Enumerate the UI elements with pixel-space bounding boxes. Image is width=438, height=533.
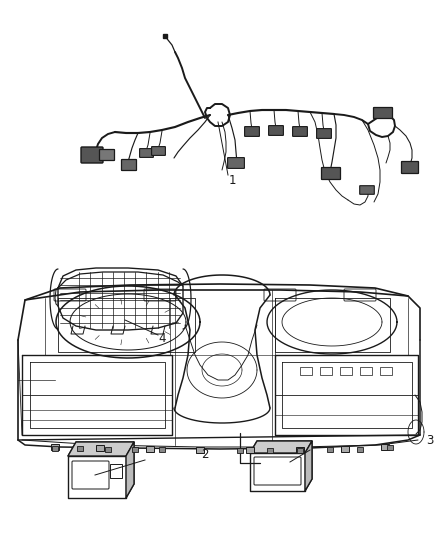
FancyBboxPatch shape [360,185,374,195]
Bar [320,367,332,375]
FancyBboxPatch shape [293,127,307,136]
Bar [96,445,104,451]
Polygon shape [68,442,134,456]
Bar [380,367,392,375]
Bar [105,447,111,452]
Polygon shape [126,442,134,498]
Bar [132,447,138,452]
FancyBboxPatch shape [99,149,114,160]
Text: 3: 3 [426,433,434,447]
Bar [297,448,303,453]
Text: 2: 2 [201,448,209,462]
Bar [340,367,352,375]
Bar [237,448,243,453]
FancyBboxPatch shape [121,159,137,171]
FancyBboxPatch shape [140,149,153,157]
Text: 4: 4 [158,332,166,344]
FancyBboxPatch shape [374,108,392,118]
Bar [296,447,304,453]
Bar [77,446,83,451]
Bar [246,447,254,453]
Bar [327,447,333,452]
Polygon shape [250,441,312,453]
FancyBboxPatch shape [268,126,283,135]
Bar [300,367,312,375]
Bar [52,446,58,451]
Bar [387,445,393,450]
FancyBboxPatch shape [402,161,418,174]
Bar [159,447,165,452]
FancyBboxPatch shape [228,158,244,168]
FancyBboxPatch shape [81,147,103,163]
Bar [360,367,372,375]
Bar [341,446,349,452]
FancyBboxPatch shape [321,167,340,180]
FancyBboxPatch shape [317,128,332,139]
Text: 1: 1 [228,174,236,187]
Bar [146,446,154,452]
FancyBboxPatch shape [244,127,259,136]
Bar [381,444,389,450]
Bar [267,448,273,453]
Polygon shape [305,441,312,491]
Bar [110,464,122,478]
FancyBboxPatch shape [152,147,166,156]
Bar [357,447,363,452]
Bar [196,447,204,453]
Bar [51,444,59,450]
